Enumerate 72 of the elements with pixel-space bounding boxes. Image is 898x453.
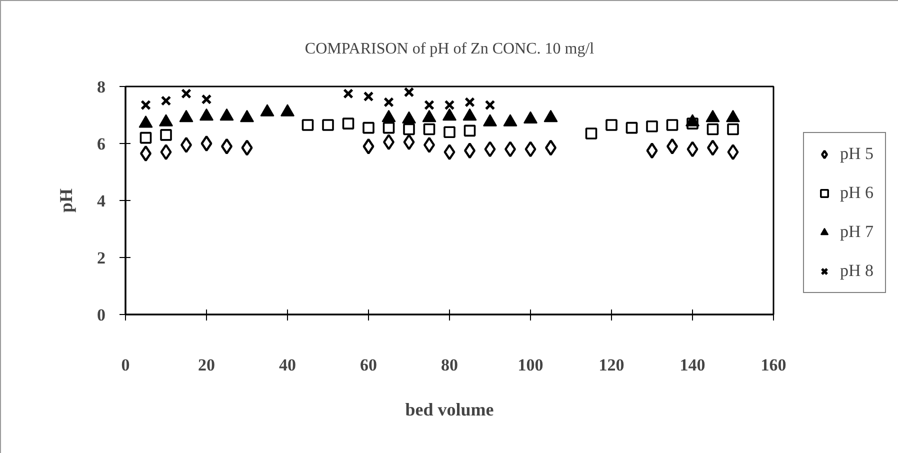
point [444,144,456,160]
point [140,100,151,110]
point [241,140,253,156]
point [423,123,436,136]
point [484,141,496,158]
x-tick-label: 0 [121,356,130,374]
point [180,136,192,154]
y-tick-label: 6 [97,134,106,154]
point [646,142,658,159]
point [626,122,638,134]
point [727,123,739,136]
y-tick-label: 0 [97,306,106,324]
point [384,96,394,108]
x-tick-label: 120 [598,356,624,374]
legend-label: pH 6 [840,183,874,203]
point [423,136,436,154]
point [403,123,415,136]
point [706,123,719,136]
point [382,134,395,150]
x-tick-label: 140 [680,356,706,374]
legend-label: pH 8 [840,261,874,281]
point [302,119,314,131]
point [160,144,172,160]
y-axis-title: pH [56,188,76,213]
point [606,119,618,131]
point [464,124,476,137]
point [585,128,598,140]
point [504,141,516,158]
point [140,145,152,162]
x-tick-label: 100 [518,356,544,374]
point [484,100,496,110]
point [706,140,719,156]
point [666,138,678,154]
point [220,138,233,154]
point [464,96,475,108]
point [160,96,172,106]
y-tick-label: 8 [97,78,106,96]
point [181,88,192,99]
point [444,100,455,110]
point [200,135,212,152]
point [201,94,212,105]
legend-label: pH 7 [840,222,874,242]
x-tick-label: 20 [198,356,215,374]
point [404,87,414,98]
y-tick-label: 4 [97,192,106,210]
point [686,141,698,158]
point [343,88,354,99]
point [403,134,415,150]
x-tick-label: 40 [279,356,296,374]
point [727,144,739,160]
point [424,100,434,110]
point [160,129,172,141]
x-tick-label: 80 [441,356,458,374]
point [322,119,334,131]
point [342,118,354,130]
point [362,138,374,154]
point [464,142,476,159]
point [666,119,678,131]
point [544,140,557,156]
x-tick-label: 60 [360,356,377,374]
point [363,91,374,102]
point [646,120,658,132]
legend-label: pH 5 [840,144,874,164]
point [362,122,374,134]
point [524,141,536,158]
chart-title: COMPARISON of pH of Zn CONC. 10 mg/l [304,40,595,58]
y-tick-label: 2 [97,248,106,268]
x-tick-label: 160 [760,356,786,374]
x-axis-title: bed volume [405,400,494,420]
point [382,122,395,134]
point [140,132,152,144]
point [444,126,456,138]
